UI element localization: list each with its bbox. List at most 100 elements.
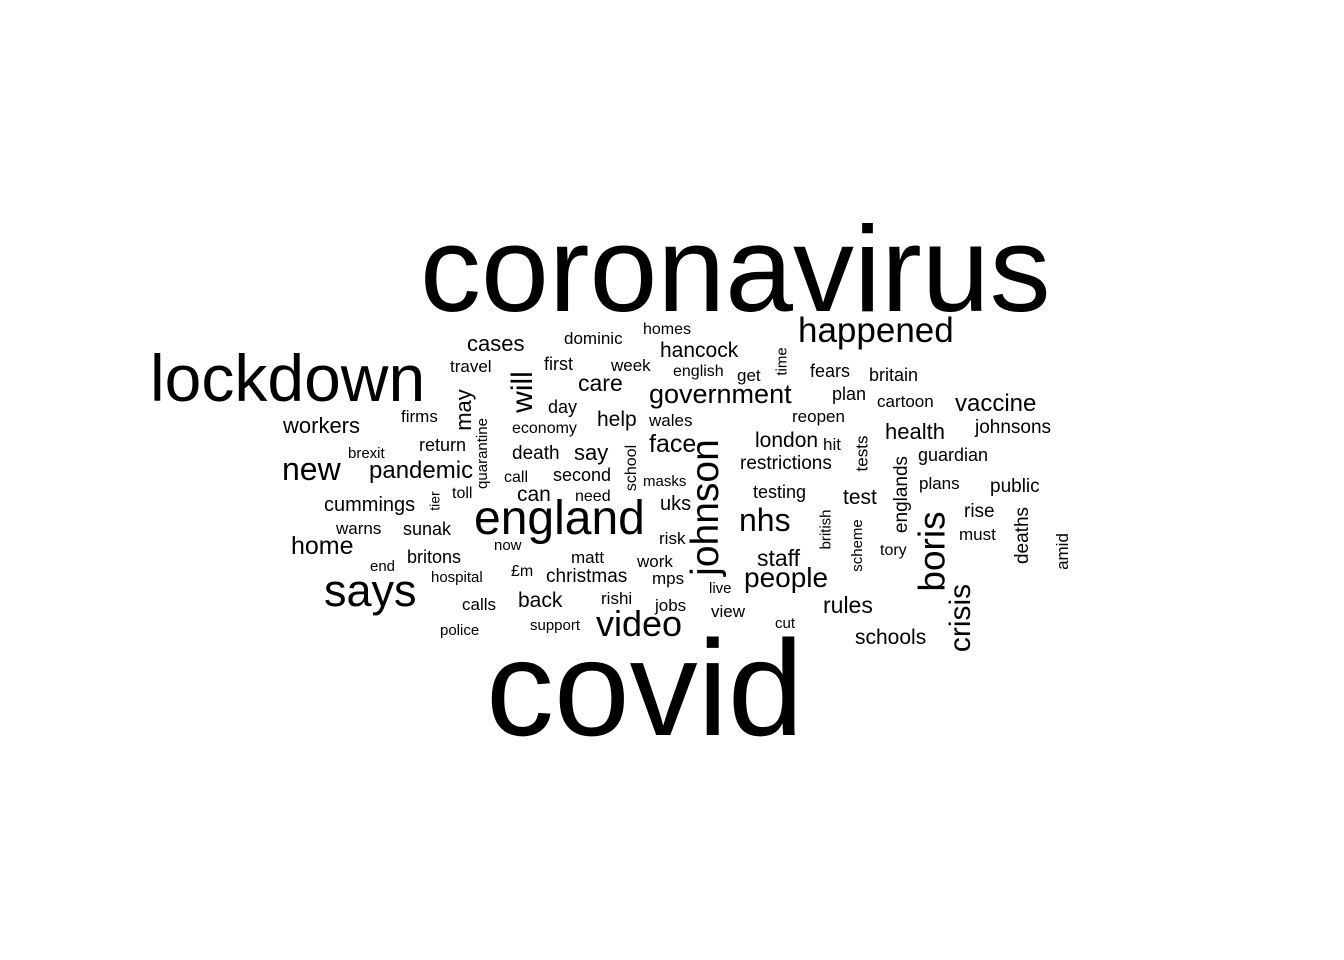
word: staff	[757, 545, 801, 571]
word: guardian	[918, 445, 989, 465]
word: tier	[426, 491, 443, 511]
word: work	[637, 552, 673, 571]
word: cummings	[324, 494, 416, 516]
word: uks	[660, 493, 692, 515]
word: lockdown	[150, 341, 426, 415]
word: matt	[571, 548, 605, 567]
word: london	[755, 429, 819, 452]
word: covid	[486, 612, 804, 764]
word: care	[578, 370, 623, 396]
word: may	[450, 389, 476, 431]
word: health	[885, 419, 945, 444]
word: christmas	[546, 566, 628, 587]
word: economy	[512, 420, 577, 437]
word: day	[548, 397, 578, 417]
word: time	[773, 347, 791, 376]
word: call	[504, 469, 529, 486]
word: government	[649, 379, 792, 409]
word: test	[843, 486, 877, 509]
word: pandemic	[369, 457, 474, 484]
word: hit	[823, 435, 841, 454]
word: say	[574, 440, 609, 465]
word: englands	[891, 455, 913, 534]
word: people	[744, 562, 829, 593]
word: week	[611, 356, 651, 375]
word: says	[324, 565, 417, 616]
word: vaccine	[955, 390, 1037, 417]
word: nhs	[739, 502, 791, 538]
word: first	[544, 354, 573, 374]
word: cartoon	[877, 392, 934, 411]
word: school	[623, 444, 641, 492]
word: hospital	[431, 569, 483, 586]
word: calls	[462, 595, 497, 614]
word: britons	[407, 547, 462, 567]
word: cut	[775, 615, 796, 632]
word: schools	[855, 626, 927, 649]
word: rules	[823, 592, 873, 618]
word: police	[440, 622, 480, 639]
word: hancock	[660, 339, 739, 362]
word: workers	[283, 413, 361, 438]
word: view	[711, 602, 746, 621]
word: coronavirus	[420, 201, 1051, 337]
word: firms	[401, 407, 438, 426]
word: happened	[798, 311, 954, 350]
word: rishi	[601, 589, 633, 608]
word: restrictions	[740, 453, 832, 474]
word: toll	[452, 485, 473, 502]
word: face	[649, 430, 697, 458]
word: testing	[753, 482, 807, 502]
word: mps	[652, 569, 685, 588]
word: must	[959, 525, 996, 544]
word: johnson	[683, 439, 727, 576]
word: reopen	[792, 407, 845, 426]
word: now	[494, 537, 522, 554]
word: need	[575, 488, 611, 505]
word: video	[596, 603, 683, 644]
word: amid	[1052, 533, 1072, 570]
word: sunak	[403, 519, 452, 539]
word: jobs	[655, 596, 687, 615]
word: return	[419, 435, 467, 455]
word: support	[530, 617, 581, 634]
word: cases	[467, 331, 525, 356]
word: risk	[659, 529, 686, 548]
word: rise	[964, 501, 995, 522]
word: second	[553, 465, 612, 485]
word: public	[990, 476, 1040, 497]
word: boris	[911, 511, 953, 592]
word: wales	[649, 411, 693, 430]
word: quarantine	[473, 418, 491, 489]
word: £m	[511, 563, 534, 580]
word: back	[518, 589, 563, 612]
word: will	[505, 371, 539, 413]
word: plans	[919, 474, 960, 493]
word: home	[291, 532, 354, 560]
word: can	[517, 483, 551, 506]
word: deaths	[1012, 506, 1034, 565]
word: britain	[869, 365, 919, 385]
word: scheme	[848, 519, 866, 572]
word: plan	[832, 384, 867, 404]
word: tory	[880, 542, 907, 559]
word: get	[737, 366, 761, 385]
word: brexit	[348, 445, 385, 462]
word: new	[282, 451, 341, 487]
word: live	[709, 580, 732, 597]
word: homes	[643, 321, 692, 338]
word: england	[474, 492, 645, 545]
word: help	[597, 408, 637, 431]
word: end	[370, 558, 396, 575]
word: masks	[643, 473, 687, 490]
word: english	[673, 363, 724, 380]
word: crisis	[944, 583, 978, 653]
word: johnsons	[975, 417, 1052, 438]
word: death	[512, 443, 560, 464]
word: dominic	[564, 329, 623, 348]
word: british	[817, 509, 835, 550]
word: tests	[852, 435, 872, 472]
word: warns	[336, 519, 382, 538]
word: fears	[810, 361, 851, 381]
